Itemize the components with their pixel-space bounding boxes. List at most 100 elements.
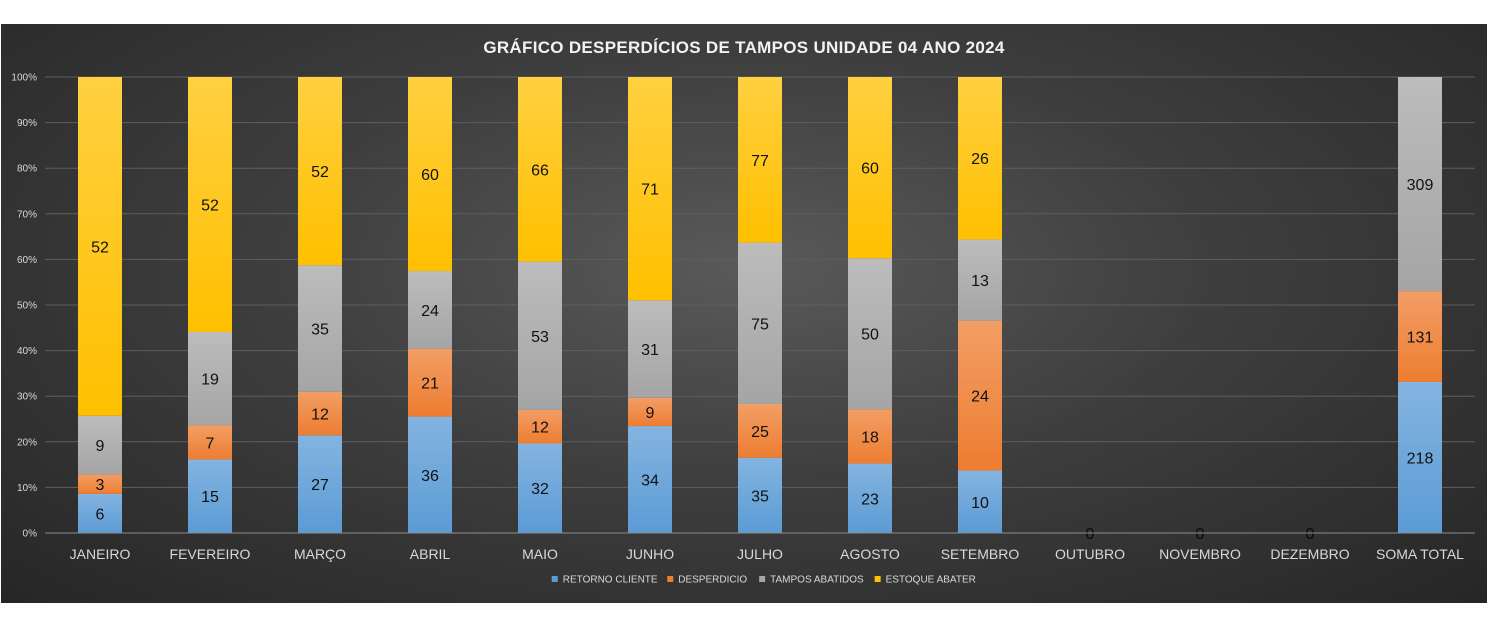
bar-segment <box>848 258 892 410</box>
data-label: 27 <box>311 477 329 494</box>
bar-segment <box>518 409 562 444</box>
bar-segment <box>1398 77 1442 292</box>
bar-segment <box>188 331 232 426</box>
bar-segment <box>298 77 342 266</box>
bar-segment <box>738 403 782 458</box>
bar-segment <box>188 425 232 460</box>
legend-label: ESTOQUE ABATER <box>886 575 976 586</box>
bar-segment <box>628 426 672 533</box>
y-tick-label: 40% <box>17 346 37 357</box>
y-tick-label: 80% <box>17 164 37 175</box>
data-label: 52 <box>91 239 109 256</box>
data-label: 26 <box>971 151 989 168</box>
bar-segment <box>738 242 782 404</box>
bar-segment <box>1398 291 1442 382</box>
y-tick-label: 10% <box>17 483 37 494</box>
bar-segment <box>518 77 562 262</box>
data-label: 309 <box>1407 177 1434 194</box>
bar-segment <box>408 271 452 349</box>
bar-segment <box>78 77 122 416</box>
bar-segment <box>408 77 452 272</box>
x-tick-label: SOMA TOTAL <box>1376 546 1464 562</box>
data-label: 12 <box>311 407 329 424</box>
chart-area: GRÁFICO DESPERDÍCIOS DE TAMPOS UNIDADE 0… <box>1 24 1487 603</box>
x-tick-label: MARÇO <box>294 546 346 562</box>
data-label: 77 <box>751 153 769 170</box>
bar-segment <box>958 470 1002 533</box>
legend-swatch <box>551 576 558 582</box>
data-label: 0 <box>1086 526 1095 543</box>
data-label: 0 <box>1086 526 1095 543</box>
bar-segment <box>848 409 892 464</box>
bar-segment <box>298 265 342 392</box>
data-label: 0 <box>1306 526 1315 543</box>
x-tick-label: MAIO <box>522 546 558 562</box>
data-label: 15 <box>201 489 219 506</box>
data-label: 34 <box>641 473 659 490</box>
x-tick-label: AGOSTO <box>840 546 900 562</box>
bar-segment <box>408 348 452 417</box>
data-label: 21 <box>421 376 439 393</box>
data-label: 10 <box>971 495 989 512</box>
legend-label: RETORNO CLIENTE <box>563 575 658 586</box>
y-tick-label: 20% <box>17 437 37 448</box>
x-tick-label: ABRIL <box>410 546 451 562</box>
bar-segment <box>78 415 122 475</box>
y-tick-label: 0% <box>23 529 38 540</box>
data-label: 18 <box>861 429 879 446</box>
legend-swatch <box>759 576 766 582</box>
y-tick-label: 50% <box>17 301 37 312</box>
data-label: 13 <box>971 273 989 290</box>
legend-swatch <box>667 576 674 582</box>
data-label: 0 <box>1086 526 1095 543</box>
data-label: 31 <box>641 342 659 359</box>
data-label: 0 <box>1196 526 1205 543</box>
y-tick-label: 70% <box>17 209 37 220</box>
data-label: 218 <box>1407 450 1434 467</box>
data-label: 19 <box>201 372 219 389</box>
data-label: 32 <box>531 481 549 498</box>
x-tick-label: JUNHO <box>626 546 674 562</box>
data-label: 0 <box>1196 526 1205 543</box>
data-label: 6 <box>96 506 105 523</box>
bar-segment <box>848 463 892 533</box>
bar-segment <box>628 397 672 427</box>
bar-segment <box>958 320 1002 471</box>
x-tick-label: OUTUBRO <box>1055 546 1125 562</box>
data-label: 35 <box>311 322 329 339</box>
data-label: 24 <box>421 303 439 320</box>
data-label: 53 <box>531 329 549 346</box>
data-label: 131 <box>1407 330 1434 347</box>
bar-segment <box>518 261 562 410</box>
bar-segment <box>188 459 232 533</box>
bar-segment <box>408 416 452 533</box>
y-tick-label: 100% <box>11 73 37 84</box>
bar-segment <box>738 77 782 243</box>
stacked-bar-chart: 6 3 9 52 15 7 19 52 27 12 35 52 36 21 24 60 32 12 53 66 34 9 3… <box>11 73 1475 586</box>
data-label: 0 <box>1086 526 1095 543</box>
data-label: 0 <box>1306 526 1315 543</box>
data-label: 52 <box>201 197 219 214</box>
data-label: 9 <box>646 405 655 422</box>
bar-segment <box>628 77 672 301</box>
data-label: 25 <box>751 424 769 441</box>
bar-segment <box>738 457 782 533</box>
bar-segment <box>298 435 342 533</box>
bar-segment <box>188 77 232 332</box>
data-label: 0 <box>1196 526 1205 543</box>
bar-segment <box>958 239 1002 321</box>
data-label: 3 <box>96 477 105 494</box>
legend-label: TAMPOS ABATIDOS <box>770 575 864 586</box>
data-label: 7 <box>206 435 215 452</box>
data-label: 0 <box>1196 526 1205 543</box>
data-label: 50 <box>861 327 879 344</box>
x-tick-label: NOVEMBRO <box>1159 546 1241 562</box>
bar-segment <box>78 493 122 533</box>
data-label: 9 <box>96 438 105 455</box>
x-tick-label: JANEIRO <box>70 546 131 562</box>
data-label: 24 <box>971 389 989 406</box>
x-tick-label: SETEMBRO <box>941 546 1020 562</box>
bar-segment <box>848 77 892 259</box>
bar-segment <box>628 300 672 398</box>
data-label: 52 <box>311 164 329 181</box>
